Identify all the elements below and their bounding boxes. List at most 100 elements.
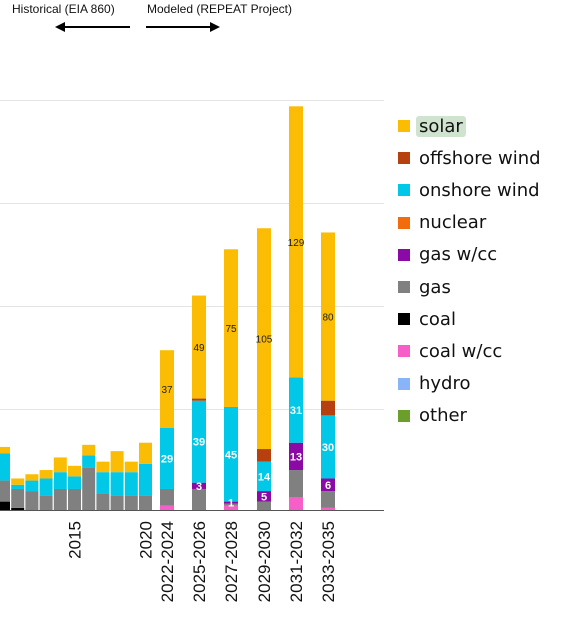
legend-label: other: [419, 405, 467, 427]
legend-label: coal w/cc: [419, 340, 503, 362]
bar-segment-solar: [11, 478, 25, 485]
legend-item[interactable]: coal: [398, 303, 544, 335]
legend-label: hydro: [419, 373, 471, 395]
bar-segment-gas: [139, 495, 152, 510]
bar-segment-solar: [82, 444, 96, 456]
bar-segment-onshore-wind: [289, 377, 303, 443]
legend-label: gas w/cc: [419, 244, 498, 266]
bar-stack: [110, 451, 124, 510]
bar-stack: [96, 461, 110, 510]
bar-segment-onshore-wind: [139, 463, 152, 496]
bar-segment-onshore-wind: [192, 400, 206, 483]
bar-segment-solar: [0, 446, 10, 454]
data-label: 29: [161, 453, 173, 465]
data-label: 14: [258, 471, 271, 483]
x-tick-label: 2033-2035: [319, 521, 338, 602]
bar-stacks: [0, 106, 335, 510]
data-label: 39: [193, 437, 205, 449]
bar-segment-gas: [96, 493, 110, 510]
legend-label: solar: [416, 115, 466, 137]
bar-segment-coal-w-cc: [321, 507, 335, 510]
bar-segment-gas: [82, 467, 96, 510]
bar-segment-onshore-wind: [11, 484, 25, 489]
historical-arrow: [55, 22, 130, 32]
bar-segment-gas: [124, 495, 138, 510]
legend-item[interactable]: coal w/cc: [398, 335, 544, 367]
data-label: 105: [256, 335, 273, 346]
legend-label: nuclear: [419, 212, 487, 234]
bar-stack: [160, 350, 174, 510]
bar-segment-coal: [11, 507, 25, 510]
legend-item[interactable]: onshore wind: [398, 174, 544, 206]
bar-stack: [124, 461, 138, 510]
bar-segment-gas-w-cc: [321, 478, 335, 492]
bar-segment-solar: [25, 474, 39, 481]
bar-segment-onshore-wind: [53, 472, 67, 489]
modeled-arrow: [146, 22, 220, 32]
x-tick-label: 2027-2028: [222, 521, 241, 602]
modeled-label: Modeled (REPEAT Project): [147, 2, 292, 16]
data-label: 75: [225, 324, 237, 335]
bar-segment-gas: [257, 501, 271, 510]
bar-stack: [257, 228, 271, 510]
bar-segment-offshore-wind: [321, 400, 335, 416]
legend-swatch: [398, 377, 410, 390]
bar-segment-solar: [139, 442, 152, 464]
bar-stack: [192, 295, 206, 510]
legend-item[interactable]: solar: [398, 110, 544, 142]
legend-item[interactable]: other: [398, 400, 544, 432]
data-label: 37: [161, 385, 173, 396]
legend-label: coal: [419, 308, 456, 330]
bar-segment-onshore-wind: [124, 472, 138, 496]
x-tick-label: 2015: [66, 521, 85, 559]
bar-stack: [321, 232, 335, 510]
bar-stack: [53, 457, 67, 510]
bar-segment-solar: [68, 465, 81, 477]
bar-segment-gas: [110, 495, 124, 510]
bar-segment-solar: [160, 350, 174, 428]
bar-segment-coal: [0, 501, 10, 510]
bar-segment-gas: [39, 495, 53, 510]
historical-label: Historical (EIA 860): [12, 2, 115, 16]
legend-swatch: [398, 345, 410, 358]
bar-segment-gas: [25, 491, 39, 510]
data-label: 5: [261, 491, 267, 503]
legend-swatch: [398, 248, 410, 261]
legend-item[interactable]: nuclear: [398, 207, 544, 239]
legend-label: offshore wind: [419, 147, 541, 169]
x-tick-label: 2029-2030: [255, 521, 274, 602]
legend-swatch: [398, 152, 410, 165]
legend-swatch: [398, 409, 410, 422]
legend-swatch: [398, 216, 410, 229]
legend-item[interactable]: gas w/cc: [398, 239, 544, 271]
bar-segment-gas: [53, 488, 67, 510]
bar-segment-solar: [96, 461, 110, 473]
bar-stack: [289, 106, 303, 510]
legend-swatch: [398, 184, 410, 197]
data-label: 13: [290, 451, 302, 463]
bar-segment-solar: [321, 232, 335, 401]
bar-segment-gas: [289, 470, 303, 498]
x-tick-labels: 2015 2020 2022-2024 2025-2026 2027-2028 2029-…: [66, 521, 339, 602]
legend-item[interactable]: hydro: [398, 368, 544, 400]
data-label: 1: [228, 498, 234, 510]
bar-segment-gas: [224, 503, 238, 506]
legend-label: onshore wind: [419, 179, 540, 201]
bar-stack: [39, 470, 53, 510]
bar-stack: [0, 446, 10, 510]
bar-segment-solar: [110, 451, 124, 473]
legend-item[interactable]: gas: [398, 271, 544, 303]
data-label: 49: [193, 343, 205, 354]
legend-item[interactable]: offshore wind: [398, 142, 544, 174]
bar-segment-gas: [0, 480, 10, 502]
bar-segment-coal-w-cc: [160, 505, 174, 510]
bar-segment-solar: [224, 249, 238, 407]
bar-segment-gas: [11, 488, 25, 508]
x-tick-label: 2031-2032: [287, 521, 306, 602]
bar-segment-onshore-wind: [257, 461, 271, 492]
data-label: 3: [196, 481, 202, 493]
bar-segment-solar: [289, 106, 303, 378]
bar-segment-gas: [68, 488, 81, 510]
bar-segment-gas-w-cc: [224, 501, 238, 504]
